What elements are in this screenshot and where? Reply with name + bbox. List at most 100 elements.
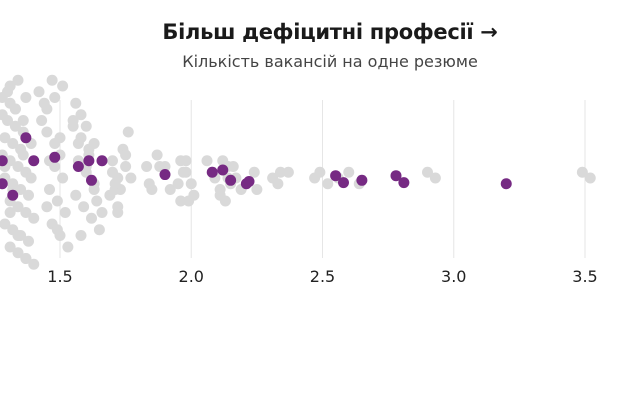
other-point [120,161,132,172]
highlight-point [20,132,32,144]
other-point [88,138,100,149]
other-point [112,201,124,213]
highlight-point [86,174,97,186]
other-point [7,138,19,149]
other-point [80,120,92,132]
other-point [12,230,24,241]
other-point [151,149,163,161]
other-point [141,161,153,172]
highlight-series [0,132,512,201]
other-point [67,115,79,126]
other-point [2,115,13,126]
other-point [227,161,239,172]
other-point [57,80,69,92]
other-point [70,189,82,201]
highlight-point [72,161,84,172]
other-point [576,166,588,178]
other-point [12,247,24,259]
other-point [15,184,27,195]
other-point [0,132,11,144]
other-point [9,103,21,115]
other-point [25,172,37,184]
other-point [172,178,184,190]
highlight-point [28,155,40,167]
other-point [275,166,286,178]
highlight-point [398,177,410,189]
other-point [62,241,74,253]
other-point [96,207,108,218]
other-point [109,178,121,190]
chart-subtitle: Кількість вакансій на одне резюме [182,52,478,71]
other-point [49,92,61,103]
other-point [72,138,84,149]
x-tick-label: 2.0 [179,267,204,286]
other-point [93,224,105,236]
other-point [41,103,53,115]
highlight-point [0,178,8,190]
other-point [429,172,441,184]
other-point [251,184,263,195]
other-point [343,166,355,178]
other-point [23,235,34,247]
other-point [51,224,63,236]
other-point [9,120,21,132]
highlight-point [83,155,95,167]
other-point [20,207,32,218]
other-point [91,195,103,207]
other-point [41,126,53,138]
other-point [4,241,16,253]
other-point [33,86,45,98]
other-point [267,172,279,184]
other-point [86,212,97,224]
other-series [0,74,596,270]
other-point [36,115,48,126]
other-point [282,166,294,178]
other-point [0,218,11,230]
other-point [584,172,596,184]
other-point [59,207,71,218]
highlight-point [159,169,171,181]
other-point [125,172,137,184]
other-point [17,149,29,161]
other-point [314,166,326,178]
other-point [201,155,213,167]
highlight-point [390,170,402,182]
highlight-point [225,174,237,186]
other-point [219,195,231,207]
highlight-point [7,189,19,201]
other-point [422,166,433,178]
other-point [75,109,87,121]
other-point [183,195,195,207]
other-point [185,178,197,190]
other-point [159,161,171,172]
highlight-point [243,175,255,187]
highlight-point [330,170,342,182]
other-point [107,166,118,178]
other-point [177,166,189,178]
other-point [12,201,24,213]
other-point [4,80,16,92]
other-point [120,149,132,161]
other-point [4,207,16,218]
other-point [175,155,187,167]
other-point [17,115,29,126]
other-point [107,155,118,167]
chart-title: Більш дефіцитні професії → [162,20,498,44]
x-tick-label: 2.5 [310,267,335,286]
highlight-point [0,155,8,167]
other-point [88,184,100,195]
other-point [51,195,63,207]
other-point [143,178,155,190]
highlight-point [338,177,349,189]
other-point [12,74,24,86]
other-point [46,74,58,86]
other-point [20,253,32,264]
other-point [164,184,176,195]
highlight-point [217,164,229,176]
x-axis: 1.5 2.0 2.5 3.0 3.5 [47,267,597,286]
highlight-point [206,166,218,178]
highlight-point [356,174,368,186]
other-point [78,201,90,213]
other-point [44,184,55,195]
